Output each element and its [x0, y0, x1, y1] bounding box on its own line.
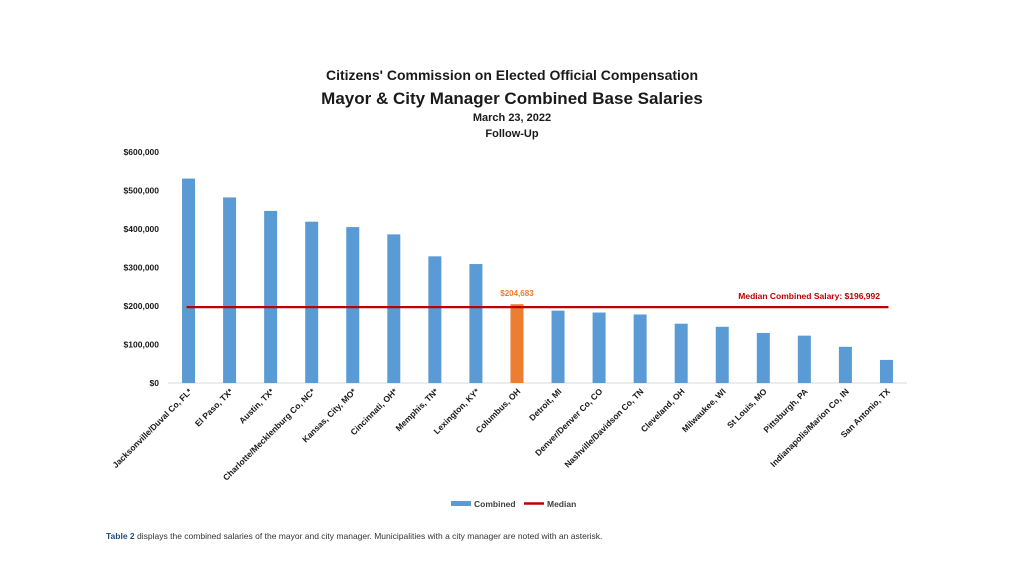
x-category-label: El Paso, TX* — [193, 386, 236, 429]
legend-combined-label: Combined — [474, 499, 516, 509]
bar — [428, 256, 442, 383]
x-category-label: St Louis, MO — [725, 386, 769, 430]
bar — [756, 332, 770, 383]
x-category-label: Austin, TX* — [237, 386, 277, 426]
y-tick-label: $300,000 — [124, 263, 160, 273]
x-category-label: Milwaukee, WI — [680, 386, 728, 434]
category-labels: Jacksonville/Duval Co, FL*El Paso, TX* Au… — [110, 386, 892, 483]
bar — [633, 314, 647, 383]
bar — [182, 178, 196, 383]
bar-highlight — [510, 304, 524, 383]
bar — [264, 210, 278, 383]
bars-group — [182, 178, 893, 383]
y-tick-label: $100,000 — [124, 340, 160, 350]
bar — [879, 359, 893, 383]
bar — [551, 310, 565, 383]
x-category-label: Detroit, MI — [527, 386, 563, 422]
highlight-bar-label: $204,683 — [500, 289, 534, 298]
chart-subtitle-date: March 23, 2022 — [473, 112, 551, 124]
bar — [592, 312, 606, 383]
bar — [797, 335, 811, 383]
bar — [838, 346, 852, 383]
caption-label: Table 2 — [106, 531, 135, 541]
bar — [469, 264, 483, 383]
x-category-label: Denver/Denver Co, CO — [533, 386, 605, 458]
y-tick-label: $500,000 — [124, 186, 160, 196]
y-tick-label: $0 — [150, 378, 160, 388]
legend-median-label: Median — [547, 499, 576, 509]
bar — [715, 326, 729, 383]
x-category-label: Nashville/Davidson Co, TN — [562, 386, 645, 469]
chart-title-line1: Citizens' Commission on Elected Official… — [326, 67, 698, 83]
bar — [223, 197, 237, 383]
legend: Combined Median — [451, 499, 576, 509]
median-label: Median Combined Salary: $196,992 — [738, 291, 880, 301]
chart-subtitle-note: Follow-Up — [485, 128, 538, 140]
y-tick-label: $400,000 — [124, 224, 160, 234]
chart-title-line2: Mayor & City Manager Combined Base Salar… — [321, 89, 703, 108]
x-category-label: Indianapolis/Marion Co, IN — [768, 386, 851, 469]
x-category-label: Jacksonville/Duval Co, FL* — [110, 386, 194, 470]
bar — [674, 323, 688, 383]
caption-text: displays the combined salaries of the ma… — [134, 531, 603, 541]
y-axis-ticks: $0 $100,000 $200,000 $300,000 $400,000 $500,0… — [124, 147, 160, 388]
y-tick-label: $600,000 — [124, 147, 160, 157]
bar — [346, 227, 360, 383]
y-tick-label: $200,000 — [124, 301, 160, 311]
bar — [305, 221, 319, 383]
table-caption: Table 2 displays the combined salaries o… — [106, 531, 602, 541]
bar — [387, 234, 401, 383]
legend-combined-swatch — [451, 501, 471, 506]
